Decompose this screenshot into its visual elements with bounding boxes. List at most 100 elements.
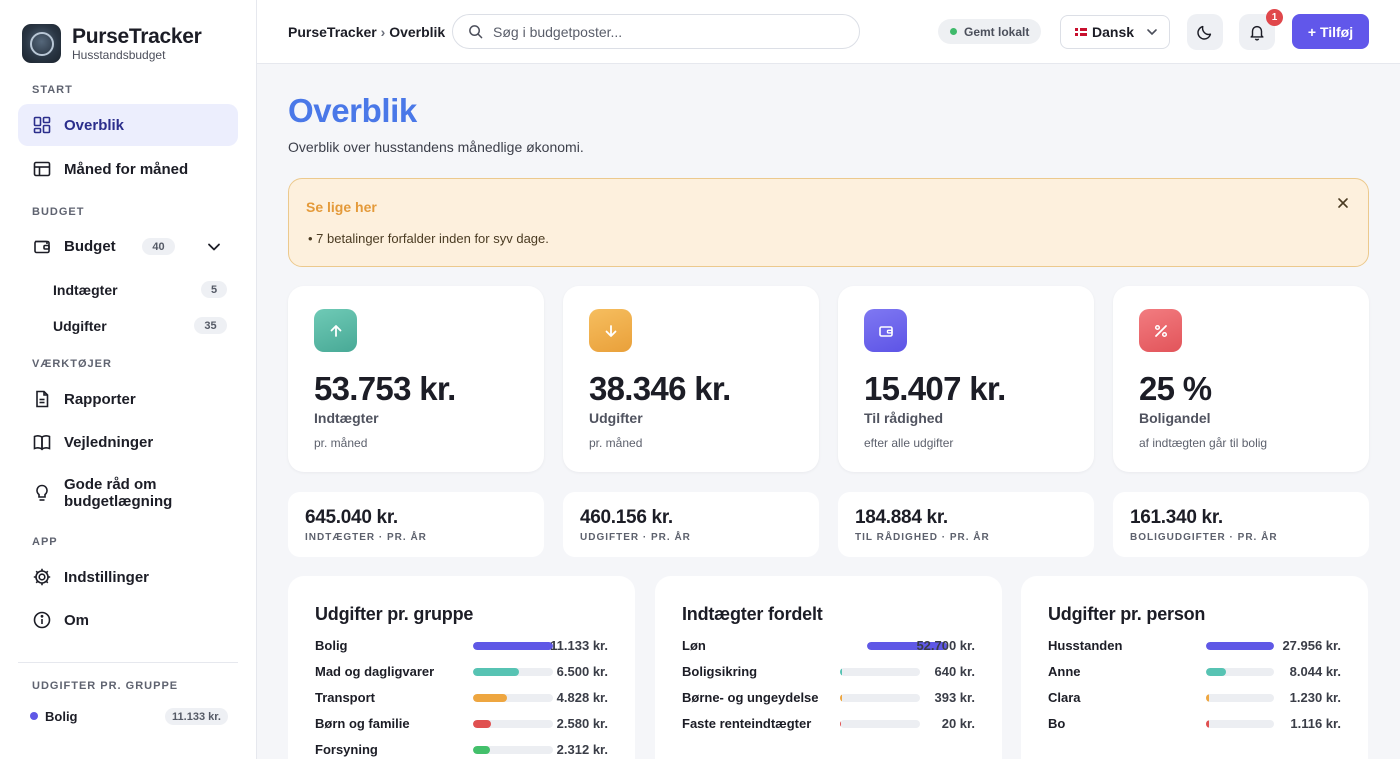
row-label: Husstanden bbox=[1048, 638, 1123, 653]
language-label: Dansk bbox=[1092, 24, 1135, 40]
budget-count-badge: 40 bbox=[142, 238, 175, 255]
sidebar-item-label: Gode råd om budgetlægning bbox=[64, 476, 173, 510]
kpi-card-income: 53.753 kr. Indtægter pr. måned bbox=[288, 286, 544, 472]
panel-title: Indtægter fordelt bbox=[682, 604, 823, 624]
sidebar-item-overview[interactable]: Overblik bbox=[18, 104, 238, 146]
yearly-label: TIL RÅDIGHED · PR. ÅR bbox=[855, 532, 990, 543]
chevron-down-icon bbox=[1147, 29, 1157, 36]
row-label: Løn bbox=[682, 638, 706, 653]
info-icon bbox=[33, 611, 51, 629]
section-app-heading: APP bbox=[32, 536, 58, 548]
chevron-down-icon[interactable] bbox=[206, 239, 222, 255]
danish-flag-icon bbox=[1075, 28, 1087, 36]
list-item: Børne- og ungeydelse 393 kr. bbox=[682, 690, 975, 708]
progress-fill bbox=[1206, 668, 1226, 676]
breadcrumb-separator: › bbox=[380, 24, 386, 40]
sidebar-item-label: Indstillinger bbox=[64, 568, 150, 586]
search-icon bbox=[469, 25, 483, 39]
progress-bar bbox=[1206, 642, 1274, 650]
sidebar-item-label: Overblik bbox=[64, 116, 125, 134]
kpi-value: 25 % bbox=[1139, 370, 1212, 407]
sidebar-subitem-expenses[interactable]: Udgifter bbox=[53, 318, 107, 334]
row-value: 20 kr. bbox=[941, 716, 975, 731]
progress-bar bbox=[840, 668, 920, 676]
progress-fill bbox=[840, 720, 841, 728]
alert-item: • 7 betalinger forfalder inden for syv d… bbox=[308, 231, 549, 246]
section-tools-heading: VÆRKTØJER bbox=[32, 358, 112, 370]
row-label: Forsyning bbox=[315, 742, 378, 757]
progress-bar bbox=[1206, 694, 1274, 702]
list-item: Bo 1.116 kr. bbox=[1048, 716, 1341, 734]
row-label: Clara bbox=[1048, 690, 1081, 705]
language-select[interactable]: Dansk bbox=[1060, 15, 1170, 49]
alert-box: Se lige her • 7 betalinger forfalder ind… bbox=[288, 178, 1369, 267]
progress-fill bbox=[840, 694, 842, 702]
sidebar-item-tips[interactable]: Gode råd om budgetlægning bbox=[18, 469, 238, 517]
grid-icon bbox=[33, 116, 51, 134]
row-value: 52.700 kr. bbox=[916, 638, 975, 653]
yearly-card-expenses: 460.156 kr. UDGIFTER · PR. ÅR bbox=[563, 492, 819, 557]
gear-icon bbox=[33, 568, 51, 586]
progress-bar bbox=[1206, 720, 1274, 728]
sidebar-group-row[interactable]: Bolig 11.133 kr. bbox=[30, 708, 228, 726]
yearly-label: UDGIFTER · PR. ÅR bbox=[580, 532, 691, 543]
sidebar-item-about[interactable]: Om bbox=[18, 599, 238, 641]
progress-bar bbox=[840, 720, 920, 728]
progress-fill bbox=[867, 642, 947, 650]
breadcrumb-root[interactable]: PurseTracker bbox=[288, 24, 377, 40]
status-dot bbox=[950, 28, 957, 35]
progress-fill bbox=[473, 720, 492, 728]
sidebar-item-settings[interactable]: Indstillinger bbox=[18, 556, 238, 598]
sidebar-item-monthly[interactable]: Måned for måned bbox=[18, 148, 238, 190]
bell-icon bbox=[1250, 25, 1264, 41]
sidebar-item-budget[interactable]: Budget bbox=[18, 225, 238, 267]
kpi-value: 53.753 kr. bbox=[314, 370, 456, 407]
panel-title: Udgifter pr. person bbox=[1048, 604, 1206, 624]
theme-toggle-button[interactable] bbox=[1187, 14, 1223, 50]
list-item: Løn 52.700 kr. bbox=[682, 638, 975, 656]
kpi-sub: pr. måned bbox=[314, 436, 368, 450]
kpi-sub: af indtægten går til bolig bbox=[1139, 436, 1268, 450]
panel-title: Udgifter pr. gruppe bbox=[315, 604, 474, 624]
percent-icon bbox=[1139, 309, 1182, 352]
kpi-value: 38.346 kr. bbox=[589, 370, 731, 407]
row-label: Anne bbox=[1048, 664, 1081, 679]
yearly-value: 460.156 kr. bbox=[580, 507, 673, 528]
wallet-icon bbox=[34, 240, 50, 254]
sidebar-item-reports[interactable]: Rapporter bbox=[18, 378, 238, 420]
alert-title: Se lige her bbox=[306, 199, 377, 215]
sidebar-item-guides[interactable]: Vejledninger bbox=[18, 421, 238, 463]
kpi-card-available: 15.407 kr. Til rådighed efter alle udgif… bbox=[838, 286, 1094, 472]
kpi-card-expenses: 38.346 kr. Udgifter pr. måned bbox=[563, 286, 819, 472]
sidebar: PurseTracker Husstandsbudget START Overb… bbox=[0, 0, 257, 759]
list-item: Forsyning 2.312 kr. bbox=[315, 742, 608, 759]
notifications-button[interactable]: 1 bbox=[1239, 9, 1283, 50]
close-icon[interactable] bbox=[1336, 196, 1350, 210]
yearly-card-housing: 161.340 kr. BOLIGUDGIFTER · PR. ÅR bbox=[1113, 492, 1369, 557]
brand[interactable]: PurseTracker Husstandsbudget bbox=[22, 24, 202, 63]
yearly-card-income: 645.040 kr. INDTÆGTER · PR. ÅR bbox=[288, 492, 544, 557]
progress-bar bbox=[473, 668, 553, 676]
search-box[interactable] bbox=[452, 14, 860, 49]
sidebar-item-label: Måned for måned bbox=[64, 160, 189, 178]
progress-bar bbox=[867, 642, 947, 650]
row-value: 1.230 kr. bbox=[1289, 690, 1341, 705]
kpi-label: Til rådighed bbox=[864, 410, 944, 426]
moon-icon bbox=[1197, 25, 1212, 40]
row-label: Bo bbox=[1048, 716, 1066, 731]
row-value: 640 kr. bbox=[934, 664, 976, 679]
panel-expenses-by-person: Udgifter pr. person Husstanden 27.956 kr.… bbox=[1021, 576, 1368, 759]
row-value: 8.044 kr. bbox=[1289, 664, 1341, 679]
row-value: 1.116 kr. bbox=[1290, 716, 1341, 731]
progress-bar bbox=[473, 720, 553, 728]
sidebar-subitem-income[interactable]: Indtægter bbox=[53, 282, 118, 298]
row-label: Transport bbox=[315, 690, 375, 705]
list-item: Clara 1.230 kr. bbox=[1048, 690, 1341, 708]
progress-fill bbox=[840, 668, 842, 676]
progress-fill bbox=[1206, 642, 1274, 650]
group-color-dot bbox=[30, 712, 38, 720]
search-input[interactable] bbox=[493, 23, 813, 40]
breadcrumb: PurseTracker › Overblik bbox=[288, 24, 445, 40]
sidebar-divider bbox=[18, 662, 238, 663]
add-button[interactable]: + Tilføj bbox=[1292, 14, 1369, 49]
